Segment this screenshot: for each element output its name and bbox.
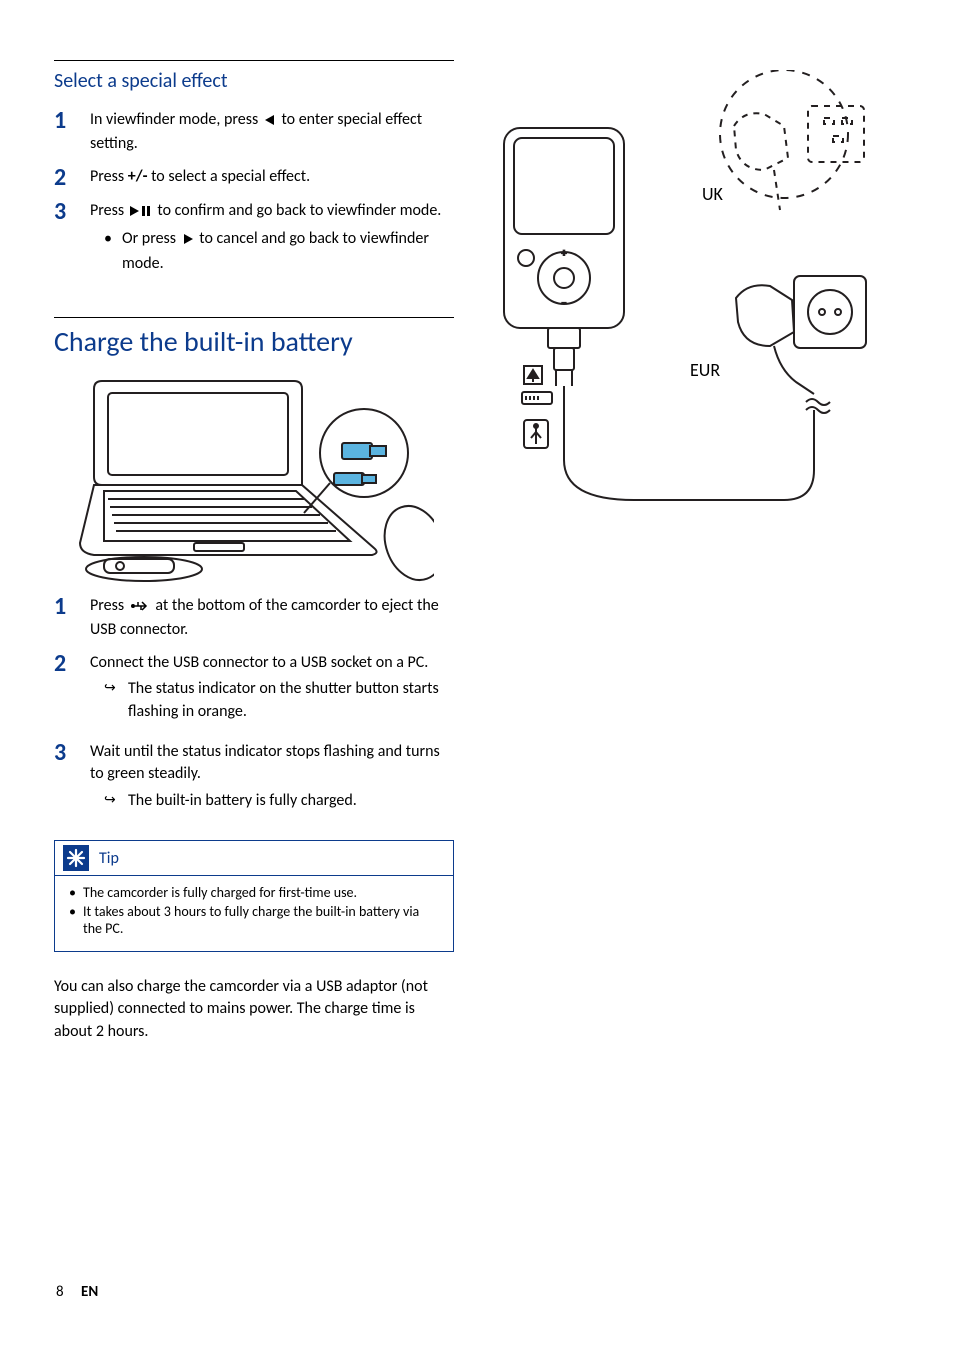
step-text: Press +/- to select a special effect. [90, 166, 310, 188]
result-text: The status indicator on the shutter butt… [104, 678, 454, 723]
step-text: In viewfinder mode, press to enter speci… [90, 109, 454, 156]
step-text: Wait until the status indicator stops fl… [90, 741, 454, 814]
language-code: EN [81, 1283, 98, 1301]
play-pause-icon [130, 202, 152, 224]
section1-title: Select a special effect [54, 69, 454, 93]
step-item: 1 Press at the bottom of the camcorder t… [54, 595, 454, 642]
svg-text:+: + [562, 248, 567, 259]
step-item: 2 Press +/- to select a special effect. [54, 166, 454, 190]
step-item: 2 Connect the USB connector to a USB soc… [54, 652, 454, 725]
triangle-left-icon [264, 111, 276, 133]
step-number: 3 [54, 741, 72, 765]
page-number: 8 [56, 1283, 64, 1301]
asterisk-icon [63, 845, 89, 871]
step-text: Connect the USB connector to a USB socke… [90, 652, 454, 725]
step-item: 3 Press to confirm and go back to viewfi… [54, 200, 454, 277]
tip-item: The camcorder is fully charged for first… [69, 884, 439, 901]
step-number: 2 [54, 652, 72, 676]
result-text: The built-in battery is fully charged. [104, 790, 454, 812]
charger-illustration: + − [484, 70, 874, 510]
after-tip-paragraph: You can also charge the camcorder via a … [54, 976, 454, 1043]
step-number: 1 [54, 595, 72, 619]
step-number: 2 [54, 166, 72, 190]
tip-item: It takes about 3 hours to fully charge t… [69, 903, 439, 937]
usb-eject-icon [130, 597, 150, 619]
section1-steps: 1 In viewfinder mode, press to enter spe… [54, 109, 454, 277]
section2-title: Charge the built-in battery [54, 317, 454, 359]
step-text: Press at the bottom of the camcorder to … [90, 595, 454, 642]
step-item: 3 Wait until the status indicator stops … [54, 741, 454, 814]
tip-box: Tip The camcorder is fully charged for f… [54, 840, 454, 952]
triangle-right-icon [182, 230, 194, 252]
laptop-usb-illustration [74, 373, 434, 583]
uk-label: UK [702, 183, 724, 205]
tip-label: Tip [99, 849, 119, 868]
eur-label: EUR [690, 359, 720, 381]
page-footer: 8 EN [56, 1283, 98, 1301]
section2-steps: 1 Press at the bottom of the camcorder t… [54, 595, 454, 814]
step-item: 1 In viewfinder mode, press to enter spe… [54, 109, 454, 156]
step-number: 3 [54, 200, 72, 224]
step-text: Press to confirm and go back to viewfind… [90, 200, 454, 277]
svg-text:−: − [562, 298, 566, 309]
step-number: 1 [54, 109, 72, 133]
sub-step: Or press to cancel and go back to viewfi… [104, 228, 454, 275]
